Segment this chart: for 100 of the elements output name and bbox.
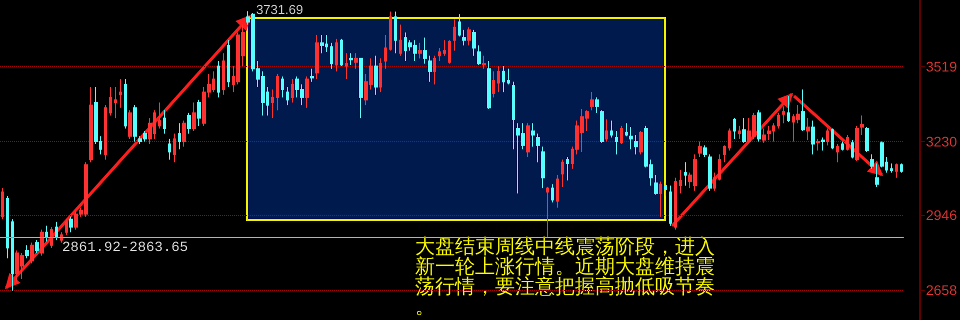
candlestick <box>394 11 397 54</box>
candlestick <box>615 130 618 155</box>
candlestick <box>846 134 849 152</box>
candlestick <box>536 133 540 163</box>
candlestick <box>531 122 535 148</box>
candlestick <box>841 140 844 152</box>
candlestick <box>782 106 785 124</box>
candlestick <box>50 226 53 248</box>
candlestick <box>379 58 382 93</box>
candlestick <box>767 125 771 141</box>
candlestick <box>526 122 530 158</box>
candlestick <box>40 229 44 256</box>
candlestick <box>163 110 166 134</box>
candlestick <box>448 40 451 64</box>
candlestick <box>728 128 731 152</box>
candlestick <box>811 120 815 155</box>
candlestick <box>384 34 387 70</box>
candlestick <box>354 52 358 70</box>
candlestick <box>310 68 314 82</box>
candlestick <box>590 92 594 111</box>
candlestick <box>6 195 9 259</box>
candlestick <box>762 128 766 144</box>
candlestick <box>860 114 864 136</box>
candlestick <box>777 112 780 129</box>
candlestick <box>281 76 284 98</box>
candlestick <box>458 14 461 37</box>
candlestick <box>45 225 48 242</box>
candlestick <box>890 163 893 174</box>
candlestick <box>713 172 716 192</box>
candlestick <box>546 186 549 238</box>
candlestick <box>605 118 608 142</box>
candlestick <box>600 110 604 144</box>
candlestick <box>566 156 569 181</box>
candlestick <box>482 55 486 70</box>
candlestick <box>855 125 859 162</box>
candlestick <box>276 73 279 111</box>
candlestick <box>65 218 68 236</box>
candlestick <box>870 154 874 170</box>
candlestick <box>507 68 510 85</box>
candlestick <box>30 242 34 264</box>
candlestick <box>187 112 191 134</box>
y-tick-label: 2658 <box>926 282 958 298</box>
candlestick <box>801 89 805 132</box>
candlestick <box>875 163 879 188</box>
candlestick <box>659 181 662 218</box>
candlestick <box>453 18 456 52</box>
candlestick <box>291 78 294 104</box>
candlestick <box>345 52 348 80</box>
candlestick <box>119 78 122 108</box>
candlestick <box>742 118 746 144</box>
candlestick <box>836 144 839 163</box>
candlestick <box>851 140 854 159</box>
candlestick <box>620 125 623 145</box>
candlestick <box>629 126 633 150</box>
candlestick <box>433 55 436 85</box>
candlestick <box>698 140 702 158</box>
candlestick <box>109 86 112 116</box>
candlestick <box>684 162 687 186</box>
candlestick <box>669 185 672 226</box>
candlestick <box>634 134 638 155</box>
candlestick <box>816 138 820 152</box>
candlestick <box>551 184 554 203</box>
y-tick-label: 3230 <box>926 133 958 150</box>
candlestick <box>502 66 505 93</box>
candlestick <box>69 216 73 233</box>
candlestick <box>335 38 338 72</box>
candlestick <box>487 60 491 110</box>
candlestick <box>178 122 181 150</box>
candlestick <box>865 126 869 152</box>
candlestick <box>497 66 500 93</box>
candlestick <box>89 86 93 163</box>
candlestick <box>806 118 810 141</box>
candlestick <box>173 133 176 163</box>
candlestick <box>738 125 741 140</box>
candlestick <box>625 122 628 137</box>
candlestick <box>374 55 378 96</box>
candlestick <box>1 188 4 220</box>
candlestick <box>182 120 186 148</box>
candlestick <box>492 70 495 98</box>
candlestick <box>330 42 333 70</box>
candlestick <box>35 240 39 254</box>
candlestick <box>217 60 220 98</box>
candlestick <box>708 154 712 192</box>
candlestick <box>831 128 834 150</box>
candlestick <box>168 138 171 160</box>
candlestick <box>222 52 225 96</box>
candlestick <box>826 128 829 146</box>
candlestick <box>900 163 903 174</box>
candlestick <box>158 102 161 129</box>
candlestick <box>423 37 427 64</box>
candlestick <box>320 34 324 54</box>
candlestick <box>128 110 132 140</box>
annotation: 3731.69 <box>256 2 304 18</box>
candlestick <box>664 182 667 196</box>
y-tick-label: 2946 <box>926 207 958 224</box>
candlestick <box>472 29 476 56</box>
candlestick <box>561 159 564 188</box>
candlestick <box>674 177 677 230</box>
candlestick <box>11 218 14 292</box>
candlestick <box>192 102 196 132</box>
